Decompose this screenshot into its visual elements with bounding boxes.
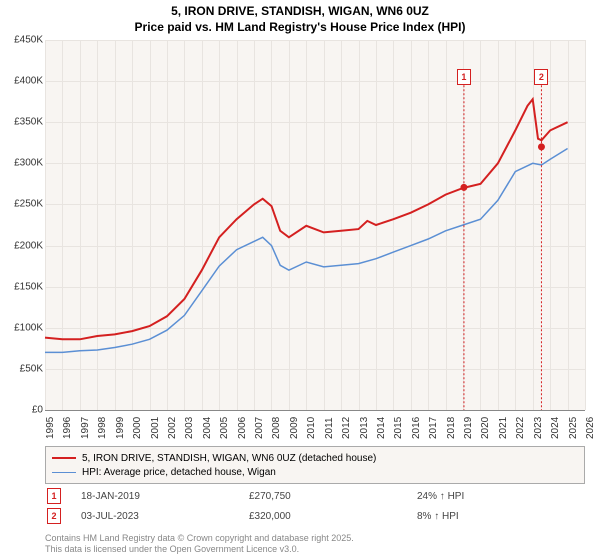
sale-record-1: 1 18-JAN-2019 £270,750 24% ↑ HPI bbox=[45, 488, 585, 504]
gridline-v bbox=[585, 40, 586, 410]
y-tick-label: £50K bbox=[0, 363, 43, 374]
y-tick-label: £400K bbox=[0, 76, 43, 87]
sale-price-1: £270,750 bbox=[249, 491, 417, 502]
x-tick-label: 2009 bbox=[289, 417, 300, 439]
x-tick-label: 2017 bbox=[428, 417, 439, 439]
legend-row: 5, IRON DRIVE, STANDISH, WIGAN, WN6 0UZ … bbox=[52, 451, 578, 465]
sale-delta-2: 8% ↑ HPI bbox=[417, 511, 585, 522]
x-tick-label: 2001 bbox=[150, 417, 161, 439]
x-tick-label: 1998 bbox=[97, 417, 108, 439]
y-tick-label: £100K bbox=[0, 322, 43, 333]
x-tick-label: 2005 bbox=[219, 417, 230, 439]
x-tick-label: 2012 bbox=[341, 417, 352, 439]
sale-date-1: 18-JAN-2019 bbox=[81, 491, 249, 502]
legend: 5, IRON DRIVE, STANDISH, WIGAN, WN6 0UZ … bbox=[45, 446, 585, 484]
x-tick-label: 1999 bbox=[115, 417, 126, 439]
chart-container: 5, IRON DRIVE, STANDISH, WIGAN, WN6 0UZ … bbox=[0, 0, 600, 560]
sale-marker-box: 2 bbox=[534, 69, 548, 85]
x-tick-label: 2024 bbox=[550, 417, 561, 439]
x-tick-label: 1996 bbox=[62, 417, 73, 439]
x-tick-label: 2025 bbox=[568, 417, 579, 439]
x-tick-label: 2014 bbox=[376, 417, 387, 439]
x-tick-label: 2000 bbox=[132, 417, 143, 439]
sale-price-2: £320,000 bbox=[249, 511, 417, 522]
x-tick-label: 2018 bbox=[446, 417, 457, 439]
x-tick-label: 2026 bbox=[585, 417, 596, 439]
sale-date-2: 03-JUL-2023 bbox=[81, 511, 249, 522]
chart-title-line1: 5, IRON DRIVE, STANDISH, WIGAN, WN6 0UZ bbox=[0, 0, 600, 20]
footer: Contains HM Land Registry data © Crown c… bbox=[45, 533, 354, 556]
sale-dot bbox=[538, 143, 545, 150]
y-tick-label: £250K bbox=[0, 199, 43, 210]
y-tick-label: £300K bbox=[0, 158, 43, 169]
legend-label: HPI: Average price, detached house, Wiga… bbox=[82, 467, 276, 478]
plot-area: 1995199619971998199920002001200220032004… bbox=[45, 40, 585, 411]
x-tick-label: 2023 bbox=[533, 417, 544, 439]
x-tick-label: 2006 bbox=[237, 417, 248, 439]
chart-title-line2: Price paid vs. HM Land Registry's House … bbox=[0, 20, 600, 38]
legend-row: HPI: Average price, detached house, Wiga… bbox=[52, 465, 578, 479]
x-tick-label: 2015 bbox=[393, 417, 404, 439]
x-tick-label: 2003 bbox=[184, 417, 195, 439]
y-tick-label: £0 bbox=[0, 405, 43, 416]
x-tick-label: 1997 bbox=[80, 417, 91, 439]
sale-marker-2: 2 bbox=[47, 508, 61, 524]
footer-line2: This data is licensed under the Open Gov… bbox=[45, 544, 354, 556]
x-tick-label: 2013 bbox=[359, 417, 370, 439]
x-tick-label: 2020 bbox=[480, 417, 491, 439]
series-hpi bbox=[45, 149, 568, 353]
legend-label: 5, IRON DRIVE, STANDISH, WIGAN, WN6 0UZ … bbox=[82, 453, 376, 464]
footer-line1: Contains HM Land Registry data © Crown c… bbox=[45, 533, 354, 545]
y-tick-label: £450K bbox=[0, 35, 43, 46]
legend-swatch bbox=[52, 472, 76, 473]
series-svg bbox=[45, 40, 585, 410]
sale-delta-1: 24% ↑ HPI bbox=[417, 491, 585, 502]
series-price_paid bbox=[45, 99, 568, 339]
y-tick-label: £200K bbox=[0, 240, 43, 251]
legend-swatch bbox=[52, 457, 76, 459]
x-tick-label: 2008 bbox=[271, 417, 282, 439]
x-tick-label: 2022 bbox=[515, 417, 526, 439]
sale-marker-box: 1 bbox=[457, 69, 471, 85]
sale-dot bbox=[460, 184, 467, 191]
x-tick-label: 2007 bbox=[254, 417, 265, 439]
y-tick-label: £150K bbox=[0, 281, 43, 292]
sale-marker-1: 1 bbox=[47, 488, 61, 504]
x-tick-label: 2010 bbox=[306, 417, 317, 439]
x-tick-label: 2019 bbox=[463, 417, 474, 439]
x-tick-label: 2016 bbox=[411, 417, 422, 439]
x-tick-label: 1995 bbox=[45, 417, 56, 439]
x-tick-label: 2011 bbox=[324, 417, 335, 439]
x-tick-label: 2021 bbox=[498, 417, 509, 439]
sale-record-2: 2 03-JUL-2023 £320,000 8% ↑ HPI bbox=[45, 508, 585, 524]
x-tick-label: 2004 bbox=[202, 417, 213, 439]
x-tick-label: 2002 bbox=[167, 417, 178, 439]
y-tick-label: £350K bbox=[0, 117, 43, 128]
